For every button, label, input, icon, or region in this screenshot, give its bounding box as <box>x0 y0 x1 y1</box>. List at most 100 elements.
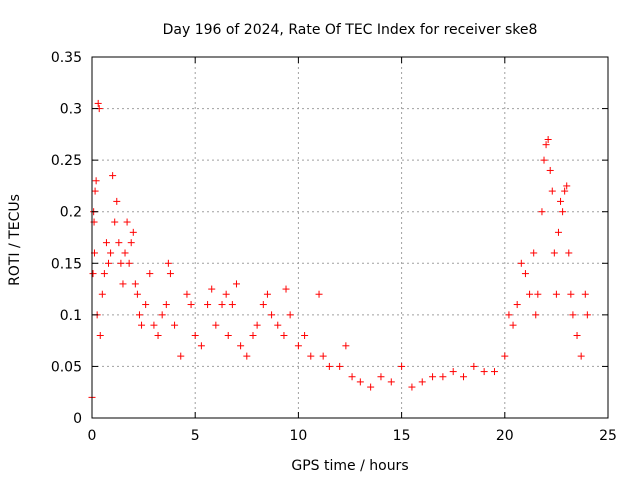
y-tick-label: 0.3 <box>60 102 82 118</box>
data-point <box>197 342 205 350</box>
data-point <box>470 362 478 370</box>
data-point <box>98 290 106 298</box>
data-point <box>565 249 573 257</box>
data-point <box>125 259 133 267</box>
data-point <box>513 301 521 309</box>
y-tick-label: 0.35 <box>51 50 82 66</box>
data-point <box>460 373 468 381</box>
data-point <box>232 280 240 288</box>
data-point <box>449 368 457 376</box>
data-point <box>280 331 288 339</box>
data-point <box>113 197 121 205</box>
data-point <box>387 378 395 386</box>
data-point <box>577 352 585 360</box>
data-point <box>89 270 97 278</box>
axis-ticks <box>91 56 609 419</box>
data-point <box>557 197 565 205</box>
x-tick-label: 15 <box>393 428 411 444</box>
data-point <box>131 280 139 288</box>
data-point <box>166 270 174 278</box>
data-point <box>224 331 232 339</box>
y-tick-label: 0.2 <box>60 205 82 221</box>
x-tick-label: 20 <box>496 428 514 444</box>
chart-title: Day 196 of 2024, Rate Of TEC Index for r… <box>163 22 538 38</box>
data-point <box>307 352 315 360</box>
data-point <box>102 239 110 247</box>
data-point <box>268 311 276 319</box>
data-point <box>418 378 426 386</box>
data-point <box>150 321 158 329</box>
data-point <box>133 290 141 298</box>
data-point <box>96 331 104 339</box>
data-point <box>542 141 550 149</box>
x-tick-label: 10 <box>289 428 307 444</box>
data-point <box>162 301 170 309</box>
data-point <box>552 290 560 298</box>
data-point <box>325 362 333 370</box>
data-point <box>554 228 562 236</box>
data-point <box>526 290 534 298</box>
data-point <box>129 228 137 236</box>
y-tick-label: 0.15 <box>51 256 82 272</box>
data-point <box>105 259 113 267</box>
data-point <box>538 208 546 216</box>
data-point <box>398 362 406 370</box>
data-point <box>301 331 309 339</box>
data-point <box>171 321 179 329</box>
data-point <box>581 290 589 298</box>
data-point <box>550 249 558 257</box>
data-point <box>546 166 554 174</box>
data-point <box>573 331 581 339</box>
y-axis-label: ROTI / TECUs <box>7 194 23 286</box>
data-point <box>348 373 356 381</box>
data-point <box>121 249 129 257</box>
data-point <box>243 352 251 360</box>
x-axis-label: GPS time / hours <box>291 458 408 474</box>
data-point <box>253 321 261 329</box>
data-point <box>501 352 509 360</box>
data-point <box>480 368 488 376</box>
y-tick-labels: 0 0.05 0.1 0.15 0.2 0.25 0.3 0.35 <box>51 50 82 427</box>
data-point <box>319 352 327 360</box>
data-point <box>532 311 540 319</box>
data-point <box>408 383 416 391</box>
data-point <box>286 311 294 319</box>
data-point <box>294 342 302 350</box>
data-point <box>263 290 271 298</box>
y-tick-label: 0.05 <box>51 359 82 375</box>
data-point <box>259 301 267 309</box>
data-point <box>208 285 216 293</box>
data-point <box>559 208 567 216</box>
data-point <box>91 187 99 195</box>
data-point <box>117 259 125 267</box>
data-point <box>429 373 437 381</box>
data-point <box>336 362 344 370</box>
data-point <box>561 187 569 195</box>
data-point <box>107 249 115 257</box>
data-point <box>109 172 117 180</box>
data-point <box>315 290 323 298</box>
data-point <box>534 290 542 298</box>
data-point <box>183 290 191 298</box>
data-point <box>377 373 385 381</box>
data-point <box>164 259 172 267</box>
data-point <box>127 239 135 247</box>
data-points <box>88 99 591 401</box>
y-tick-label: 0.1 <box>60 308 82 324</box>
y-tick-label: 0 <box>73 411 82 427</box>
data-point <box>228 301 236 309</box>
data-point <box>274 321 282 329</box>
grid-lines <box>92 57 608 418</box>
x-tick-label: 5 <box>191 428 200 444</box>
plot-frame <box>91 56 609 419</box>
data-point <box>187 301 195 309</box>
data-point <box>115 239 123 247</box>
data-point <box>342 342 350 350</box>
data-point <box>282 285 290 293</box>
data-point <box>222 290 230 298</box>
data-point <box>521 270 529 278</box>
data-point <box>439 373 447 381</box>
x-tick-label: 0 <box>88 428 97 444</box>
